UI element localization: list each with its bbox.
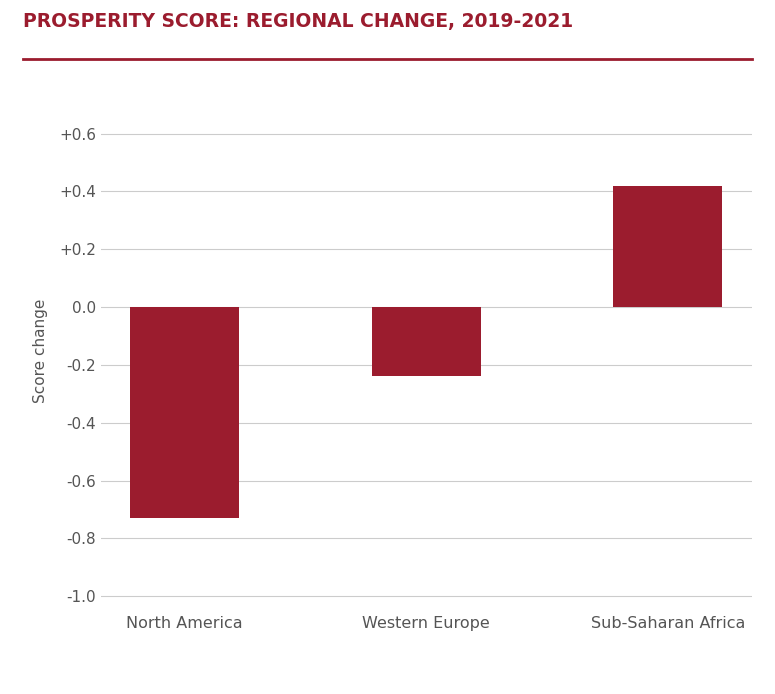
Bar bbox=[614, 186, 722, 307]
Text: PROSPERITY SCORE: REGIONAL CHANGE, 2019-2021: PROSPERITY SCORE: REGIONAL CHANGE, 2019-… bbox=[23, 12, 574, 31]
Y-axis label: Score change: Score change bbox=[33, 298, 48, 403]
Bar bbox=[130, 307, 239, 518]
Bar bbox=[372, 307, 480, 376]
